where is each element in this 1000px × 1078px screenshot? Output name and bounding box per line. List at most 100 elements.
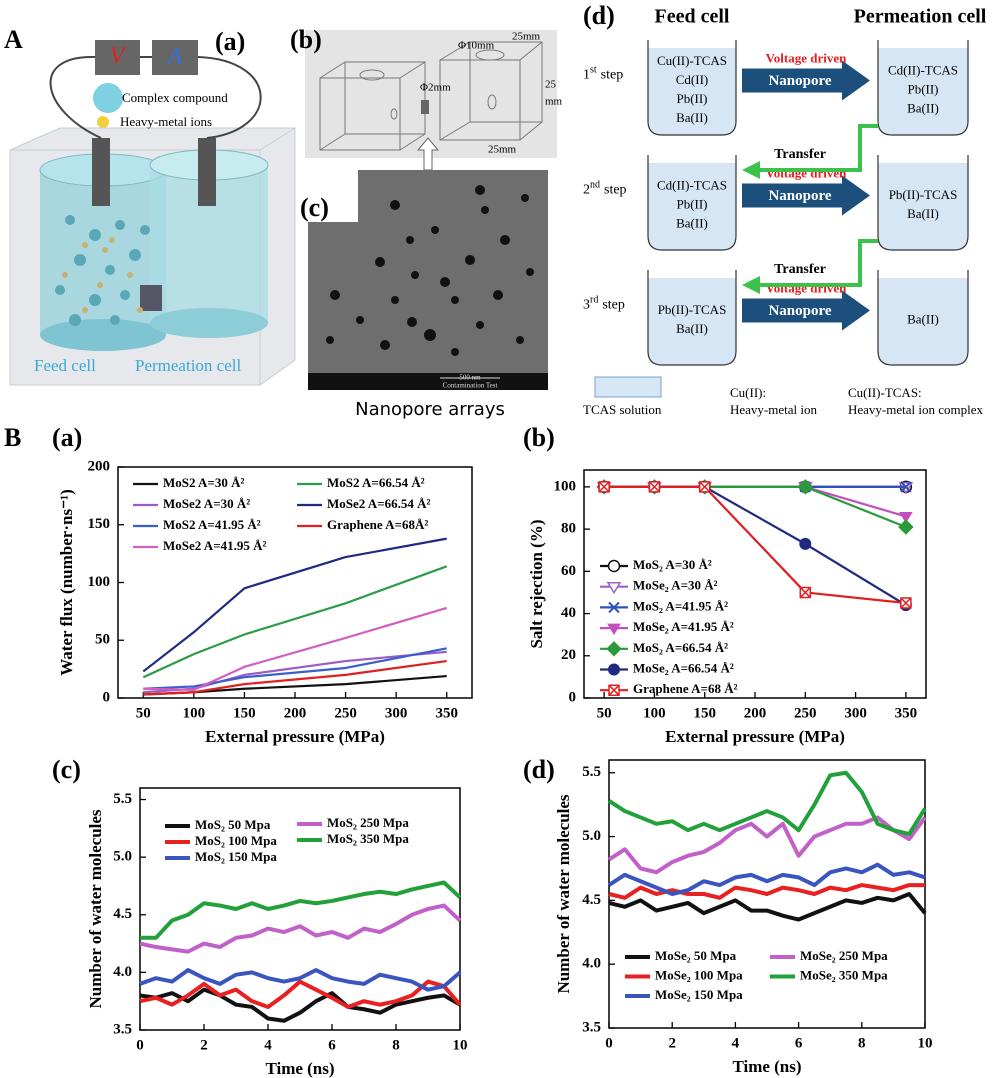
x-tick-label: 150 <box>233 705 256 721</box>
beaker-solution <box>648 163 736 250</box>
arrow-text: Nanopore <box>768 188 831 204</box>
species: Cd(II)-TCAS <box>888 62 958 77</box>
dimension: 25 <box>545 79 557 91</box>
species: Pb(II)-TCAS <box>658 302 727 317</box>
beaker-solution <box>878 278 968 365</box>
y-tick-label: 5.5 <box>582 764 601 780</box>
cube-left <box>319 61 426 151</box>
species: Ba(II) <box>676 110 708 125</box>
sem-info: Contamination Test <box>443 382 498 390</box>
marker <box>608 684 620 696</box>
chart: 50 100 150 200 250 300 350 0 50 100 150 200 (a) Exter… <box>52 423 473 746</box>
y-tick-label: 4.0 <box>113 964 132 980</box>
x-tick-label: 2 <box>668 1035 676 1051</box>
transfer-arrow <box>756 239 878 287</box>
marker <box>608 601 620 614</box>
marker <box>797 479 814 495</box>
panel-label: A <box>4 25 23 54</box>
y-tick-label: 5.0 <box>113 849 132 865</box>
dimension: 25mm <box>512 31 541 43</box>
legend-swatch <box>594 376 662 398</box>
step-label: 2nd step <box>583 180 627 198</box>
transfer-label: Transfer <box>774 147 826 162</box>
meter-a <box>152 40 198 75</box>
marker <box>598 481 610 493</box>
step-number: 3 <box>583 298 590 313</box>
beaker <box>647 40 737 136</box>
beaker <box>877 40 969 136</box>
panel-label: (a) <box>52 423 82 452</box>
x-tick-label: 250 <box>334 705 357 721</box>
step-label: 1st step <box>583 65 623 83</box>
process-arrow <box>742 290 870 331</box>
transfer-head <box>742 276 760 294</box>
beaker-solution <box>648 278 736 365</box>
legend-label: MoS₂ 350 Mpa <box>327 831 409 846</box>
marker <box>898 519 914 535</box>
marker <box>606 641 622 657</box>
legend-label: MoS₂ A=66.54 Å² <box>633 640 728 655</box>
step-suffix: rd <box>590 295 598 306</box>
legend-label: MoS₂ 50 Mpa <box>195 817 271 832</box>
x-tick-label: 6 <box>795 1035 803 1051</box>
feed-cylinder-bottom <box>40 319 166 351</box>
y-tick-label: 3.5 <box>582 1019 601 1035</box>
legend-label: MoSe2 A=30 Å² <box>163 496 250 511</box>
y-tick-label: 20 <box>561 647 576 663</box>
series-line <box>140 880 462 940</box>
species: Cd(II)-TCAS <box>657 177 727 192</box>
legend-label: MoSe₂ 50 Mpa <box>655 948 737 963</box>
series-line <box>608 892 927 922</box>
legend-label: Cu(II): <box>730 385 766 400</box>
series-line <box>607 815 927 875</box>
x-tick-label: 10 <box>918 1035 933 1051</box>
x-tick-label: 300 <box>844 705 867 721</box>
panel-label: B <box>4 423 21 452</box>
legend-label: MoSe₂ 350 Mpa <box>800 967 888 982</box>
x-tick-label: 350 <box>895 705 918 721</box>
dimension: Φ10mm <box>458 40 495 52</box>
species: Cu(II)-TCAS <box>657 53 727 68</box>
legend-label: MoSe2 A=41.95 Å² <box>163 538 266 553</box>
x-tick-label: 200 <box>744 705 767 721</box>
legend-label: MoS₂ A=41.95 Å² <box>633 598 728 613</box>
legend-label: Graphene A=68 Å² <box>633 681 738 696</box>
electrode <box>92 138 110 206</box>
step-word: step <box>604 183 627 198</box>
beaker <box>647 270 737 366</box>
series-line <box>143 606 448 692</box>
y-tick-label: 200 <box>88 458 111 474</box>
step-suffix: st <box>590 65 597 76</box>
legend-label: MoS2 A=41.95 Å² <box>163 517 261 532</box>
x-tick-label: 100 <box>183 705 206 721</box>
meter-v-label: V <box>110 44 127 70</box>
arrow-caption: Voltage driven <box>766 280 848 295</box>
process-arrow <box>742 175 870 216</box>
beaker-solution <box>878 48 968 135</box>
legend-label: MoS₂ A=30 Å² <box>633 557 712 572</box>
y-tick-label: 4.5 <box>113 906 132 922</box>
legend-ion <box>97 116 109 128</box>
x-tick-label: 150 <box>693 705 716 721</box>
x-tick-label: 200 <box>284 705 307 721</box>
scale-label: 500 nm <box>459 374 481 382</box>
panel-label: (c) <box>300 193 329 222</box>
x-tick-label: 8 <box>858 1035 866 1051</box>
panel-label: (b) <box>290 25 322 54</box>
marker <box>648 481 661 493</box>
legend-label: MoSe₂ A=66.54 Å² <box>633 660 734 675</box>
transfer-label: Transfer <box>774 262 826 277</box>
step-word: step <box>602 298 625 313</box>
marker <box>799 586 812 599</box>
x-tick-label: 8 <box>392 1037 400 1053</box>
arrow-text: Nanopore <box>768 73 831 89</box>
charts: 50 100 150 200 250 300 350050100150200(a)Exter… <box>52 423 933 1078</box>
panel-c: 500 nm Contamination Test (c) Nanopore a… <box>300 170 548 420</box>
species: Pb(II)-TCAS <box>889 187 958 202</box>
chart: 50 100 150 200 250 300 350 0 20 40 60 80 100 (b) Exter… <box>523 423 927 746</box>
meter-v <box>95 40 140 75</box>
panel-label: (d) <box>583 1 615 30</box>
arrow-text: Nanopore <box>768 303 831 319</box>
legend-label: Heavy-metal ion complex <box>848 402 984 417</box>
electrode <box>198 138 216 206</box>
